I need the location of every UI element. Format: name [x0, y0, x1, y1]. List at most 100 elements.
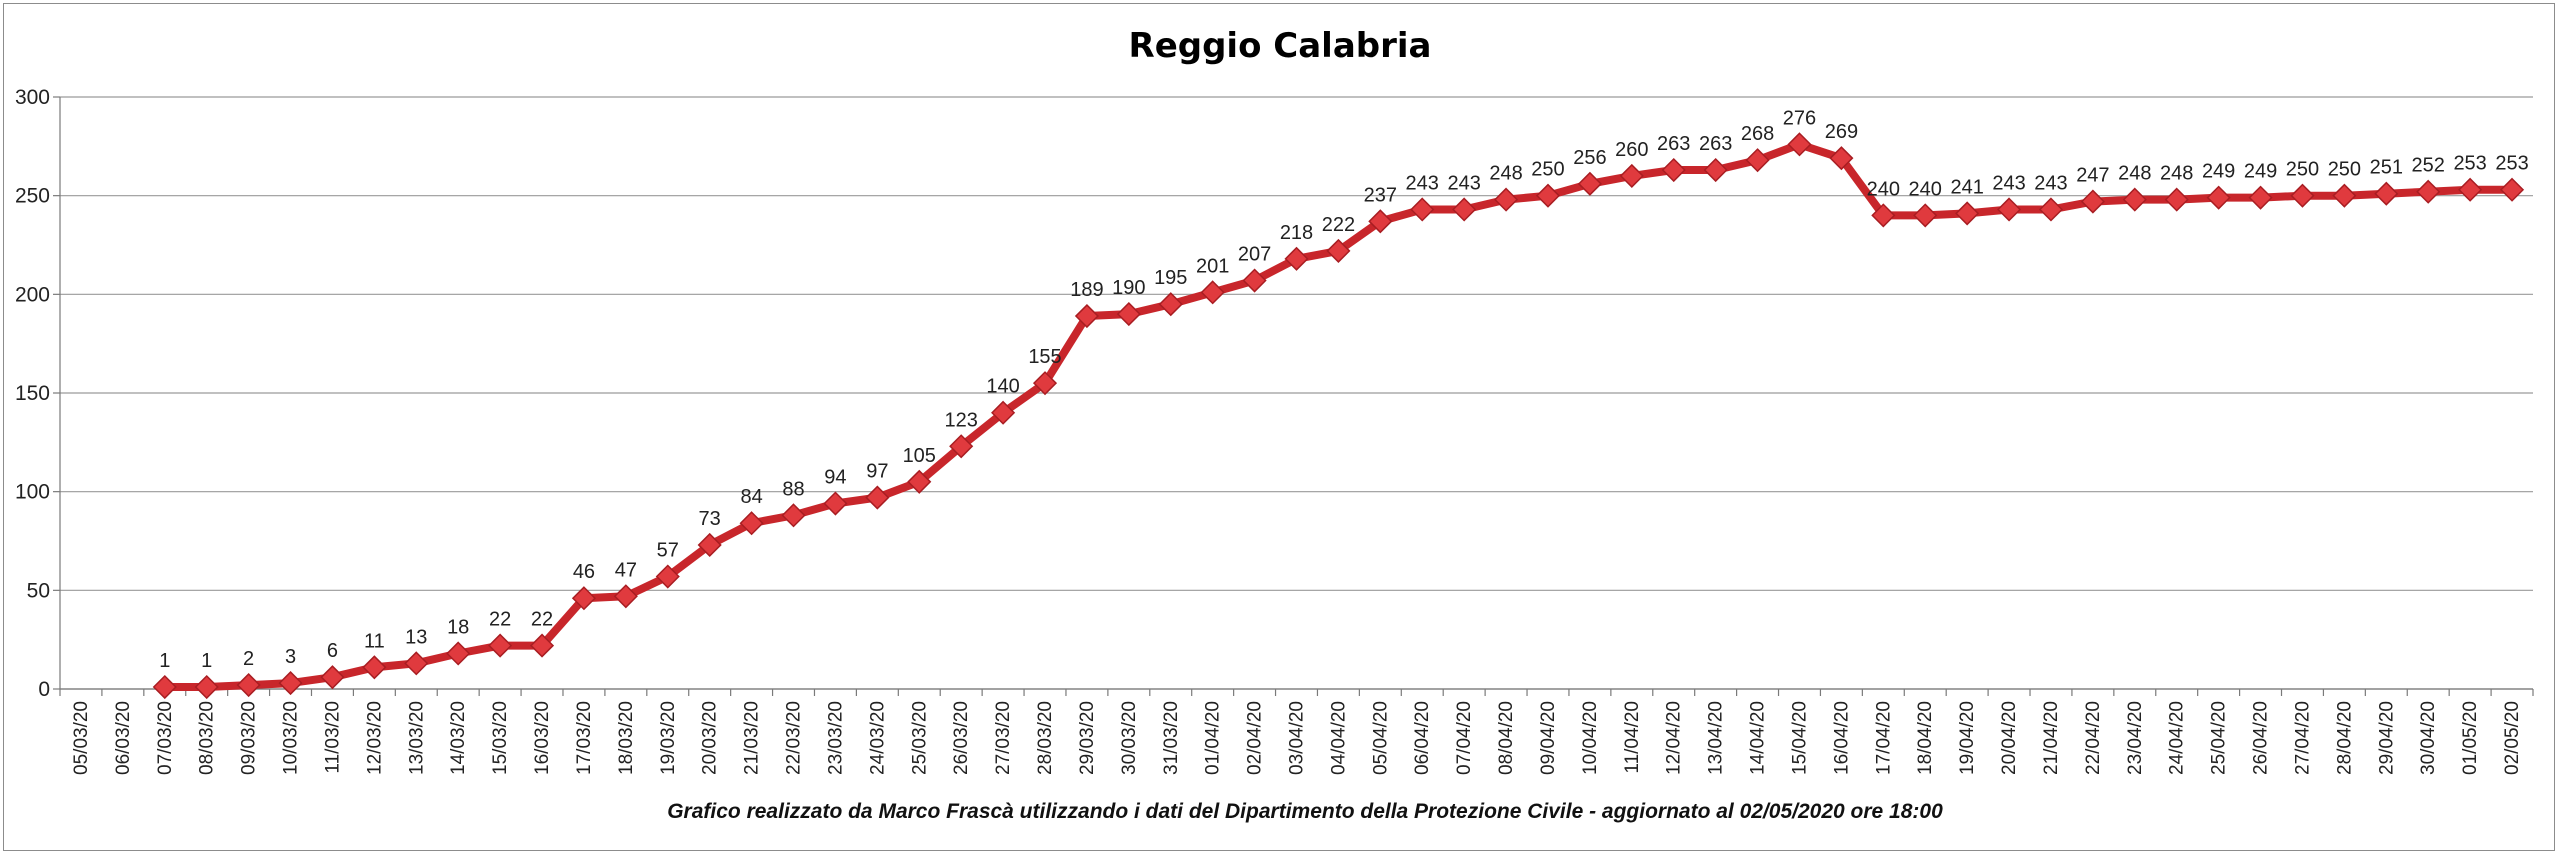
- data-point-marker: [2458, 177, 2483, 202]
- data-point-marker: [488, 633, 513, 658]
- data-point-marker: [2080, 189, 2105, 214]
- data-point-marker: [1787, 132, 1812, 157]
- data-label: 190: [1112, 277, 1145, 299]
- data-label: 243: [1447, 172, 1480, 194]
- x-tick-label: 25/04/20: [2209, 701, 2230, 775]
- x-tick-label: 05/04/20: [1370, 701, 1391, 775]
- data-point-marker: [613, 584, 638, 609]
- data-point-marker: [1577, 171, 1602, 196]
- data-label: 140: [986, 376, 1019, 398]
- data-point-marker: [1745, 148, 1770, 173]
- x-tick-label: 09/04/20: [1538, 701, 1559, 775]
- x-tick-label: 19/04/20: [1957, 701, 1978, 775]
- data-point-marker: [823, 491, 848, 516]
- data-point-marker: [2290, 183, 2315, 208]
- data-point-marker: [320, 665, 345, 690]
- x-tick-label: 14/04/20: [1748, 701, 1769, 775]
- x-tick-label: 17/03/20: [574, 701, 595, 775]
- data-label: 268: [1741, 123, 1774, 145]
- data-point-marker: [1829, 146, 1854, 171]
- data-point-marker: [1619, 163, 1644, 188]
- data-point-marker: [907, 469, 932, 494]
- data-point-marker: [571, 586, 597, 611]
- x-tick-label: 07/04/20: [1454, 701, 1475, 775]
- data-point-marker: [991, 400, 1016, 425]
- x-tick-label: 28/03/20: [1035, 701, 1056, 775]
- series-layer: [152, 132, 2525, 700]
- gridlines: [60, 96, 2533, 690]
- data-label: 250: [1531, 159, 1564, 181]
- data-label: 251: [2370, 157, 2403, 179]
- data-label: 263: [1699, 133, 1732, 155]
- x-tick-label: 10/03/20: [281, 701, 302, 775]
- x-tick-label: 08/03/20: [197, 701, 218, 775]
- data-point-marker: [152, 674, 177, 700]
- y-tick-label: 150: [15, 382, 50, 405]
- chart-footer: Grafico realizzato da Marco Frascà utili…: [667, 800, 1943, 823]
- data-label: 243: [2034, 172, 2067, 194]
- data-point-marker: [1871, 203, 1896, 228]
- data-point-marker: [2038, 197, 2064, 222]
- x-tick-label: 10/04/20: [1580, 701, 1601, 775]
- x-tick-label: 20/03/20: [700, 701, 721, 775]
- x-tick-label: 26/04/20: [2251, 701, 2272, 775]
- x-tick-label: 28/04/20: [2334, 701, 2355, 775]
- data-label: 256: [1573, 147, 1606, 169]
- x-tick-label: 23/03/20: [825, 701, 846, 775]
- data-point-marker: [1661, 157, 1686, 183]
- data-point-marker: [1703, 157, 1728, 183]
- data-point-marker: [2206, 185, 2231, 210]
- data-label: 3: [285, 646, 296, 668]
- data-point-marker: [2416, 179, 2441, 204]
- x-tick-label: 22/03/20: [784, 701, 805, 775]
- data-point-marker: [1284, 246, 1309, 271]
- x-tick-label: 16/03/20: [532, 701, 553, 775]
- data-point-marker: [1116, 302, 1141, 327]
- x-tick-label: 18/03/20: [616, 701, 637, 775]
- x-tick-label: 07/03/20: [155, 701, 176, 775]
- data-label: 105: [903, 445, 936, 467]
- y-axis: 0 50 100 150 200 250 300: [15, 86, 61, 701]
- data-point-marker: [1535, 183, 1561, 208]
- data-label: 253: [2495, 153, 2528, 175]
- x-tick-label: 21/04/20: [2041, 701, 2062, 775]
- x-tick-label: 09/03/20: [239, 701, 260, 775]
- x-tick-label: 15/04/20: [1789, 701, 1810, 775]
- data-point-marker: [1452, 197, 1477, 222]
- x-tick-label: 16/04/20: [1831, 701, 1852, 775]
- data-label: 1: [201, 650, 212, 672]
- data-point-marker: [529, 633, 555, 658]
- data-point-marker: [781, 503, 806, 528]
- x-tick-label: 24/04/20: [2167, 701, 2188, 775]
- x-tick-label: 03/04/20: [1287, 701, 1308, 775]
- x-tick-label: 23/04/20: [2125, 701, 2146, 775]
- x-tick-label: 01/04/20: [1203, 701, 1224, 775]
- x-tick-label: 14/03/20: [448, 701, 469, 775]
- x-tick-label: 15/03/20: [490, 701, 511, 775]
- data-point-marker: [1158, 292, 1183, 317]
- data-label: 250: [2328, 159, 2361, 181]
- data-label: 2: [243, 648, 254, 670]
- x-tick-label: 13/04/20: [1706, 701, 1727, 775]
- data-point-marker: [1368, 209, 1393, 234]
- data-label: 97: [866, 461, 888, 483]
- x-tick-label: 21/03/20: [742, 701, 763, 775]
- data-label: 189: [1070, 279, 1103, 301]
- data-label: 88: [782, 478, 804, 500]
- y-tick-label: 300: [15, 86, 50, 109]
- x-tick-label: 01/05/20: [2460, 701, 2481, 775]
- y-tick-label: 200: [15, 283, 50, 306]
- data-label: 240: [1867, 178, 1900, 200]
- data-label: 243: [1406, 172, 1439, 194]
- data-label: 248: [2118, 163, 2151, 185]
- data-label: 222: [1322, 214, 1355, 236]
- x-tick-label: 27/04/20: [2292, 701, 2313, 775]
- x-axis: 05/03/20 06/03/20 07/03/20 08/03/20 09/03/20…: [59, 688, 2534, 775]
- data-label: 240: [1909, 178, 1942, 200]
- data-label: 13: [405, 626, 427, 648]
- data-point-marker: [1410, 197, 1435, 222]
- chart-frame: [3, 3, 2555, 851]
- x-tick-label: 11/04/20: [1622, 701, 1643, 774]
- x-tick-label: 02/05/20: [2502, 701, 2523, 775]
